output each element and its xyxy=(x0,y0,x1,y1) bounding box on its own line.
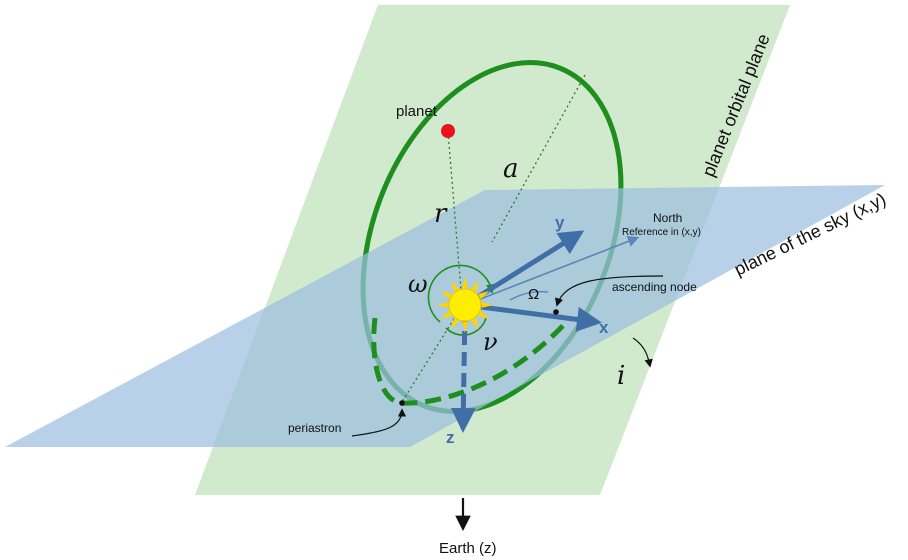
star-ray xyxy=(462,321,468,333)
periastron-point xyxy=(399,400,405,406)
star-ray xyxy=(481,302,493,308)
omega-label: ω xyxy=(408,270,428,298)
Omega-label: Ω xyxy=(528,286,539,303)
planet-dot xyxy=(441,124,455,138)
star-icon xyxy=(437,277,493,333)
axis-y-label: y xyxy=(555,213,565,232)
inclination-arc xyxy=(632,337,653,368)
inclination-label: i xyxy=(617,361,625,391)
reference-label: Reference in (x,y) xyxy=(622,227,701,238)
star-ray xyxy=(440,291,452,300)
star-ray xyxy=(478,291,490,300)
star-ray xyxy=(470,318,479,330)
star-ray xyxy=(451,280,460,292)
ascending-node-point xyxy=(553,309,559,315)
star-ray xyxy=(478,310,490,319)
periastron-label: periastron xyxy=(288,421,341,435)
star-ray xyxy=(440,310,452,319)
star-ray xyxy=(451,318,460,330)
ascending-node-label: ascending node xyxy=(612,280,697,294)
nu-arc xyxy=(445,317,487,336)
semi-major-axis-label: a xyxy=(503,154,519,184)
orbit-lower-dashed xyxy=(371,316,572,406)
axis-z-label: z xyxy=(446,428,455,447)
periastron-leader xyxy=(351,408,407,437)
radius-line xyxy=(447,131,463,303)
semi-major-line xyxy=(491,74,586,243)
planet-label: planet xyxy=(396,103,438,120)
Omega-arc xyxy=(509,290,549,301)
star-ray xyxy=(462,277,468,289)
radius-label: r xyxy=(434,199,448,229)
axis-x-arrow xyxy=(464,302,602,332)
omega-arc xyxy=(427,264,496,323)
nu-label: ν xyxy=(483,328,498,356)
star-ray xyxy=(470,280,479,292)
north-label: North xyxy=(653,211,682,225)
star-ray xyxy=(437,302,449,308)
earth-label: Earth (z) xyxy=(439,540,497,557)
axis-x-label: x xyxy=(599,318,609,337)
north-reference-line xyxy=(464,236,640,306)
periastron-line xyxy=(401,305,463,403)
ascending-node-leader xyxy=(555,275,664,307)
